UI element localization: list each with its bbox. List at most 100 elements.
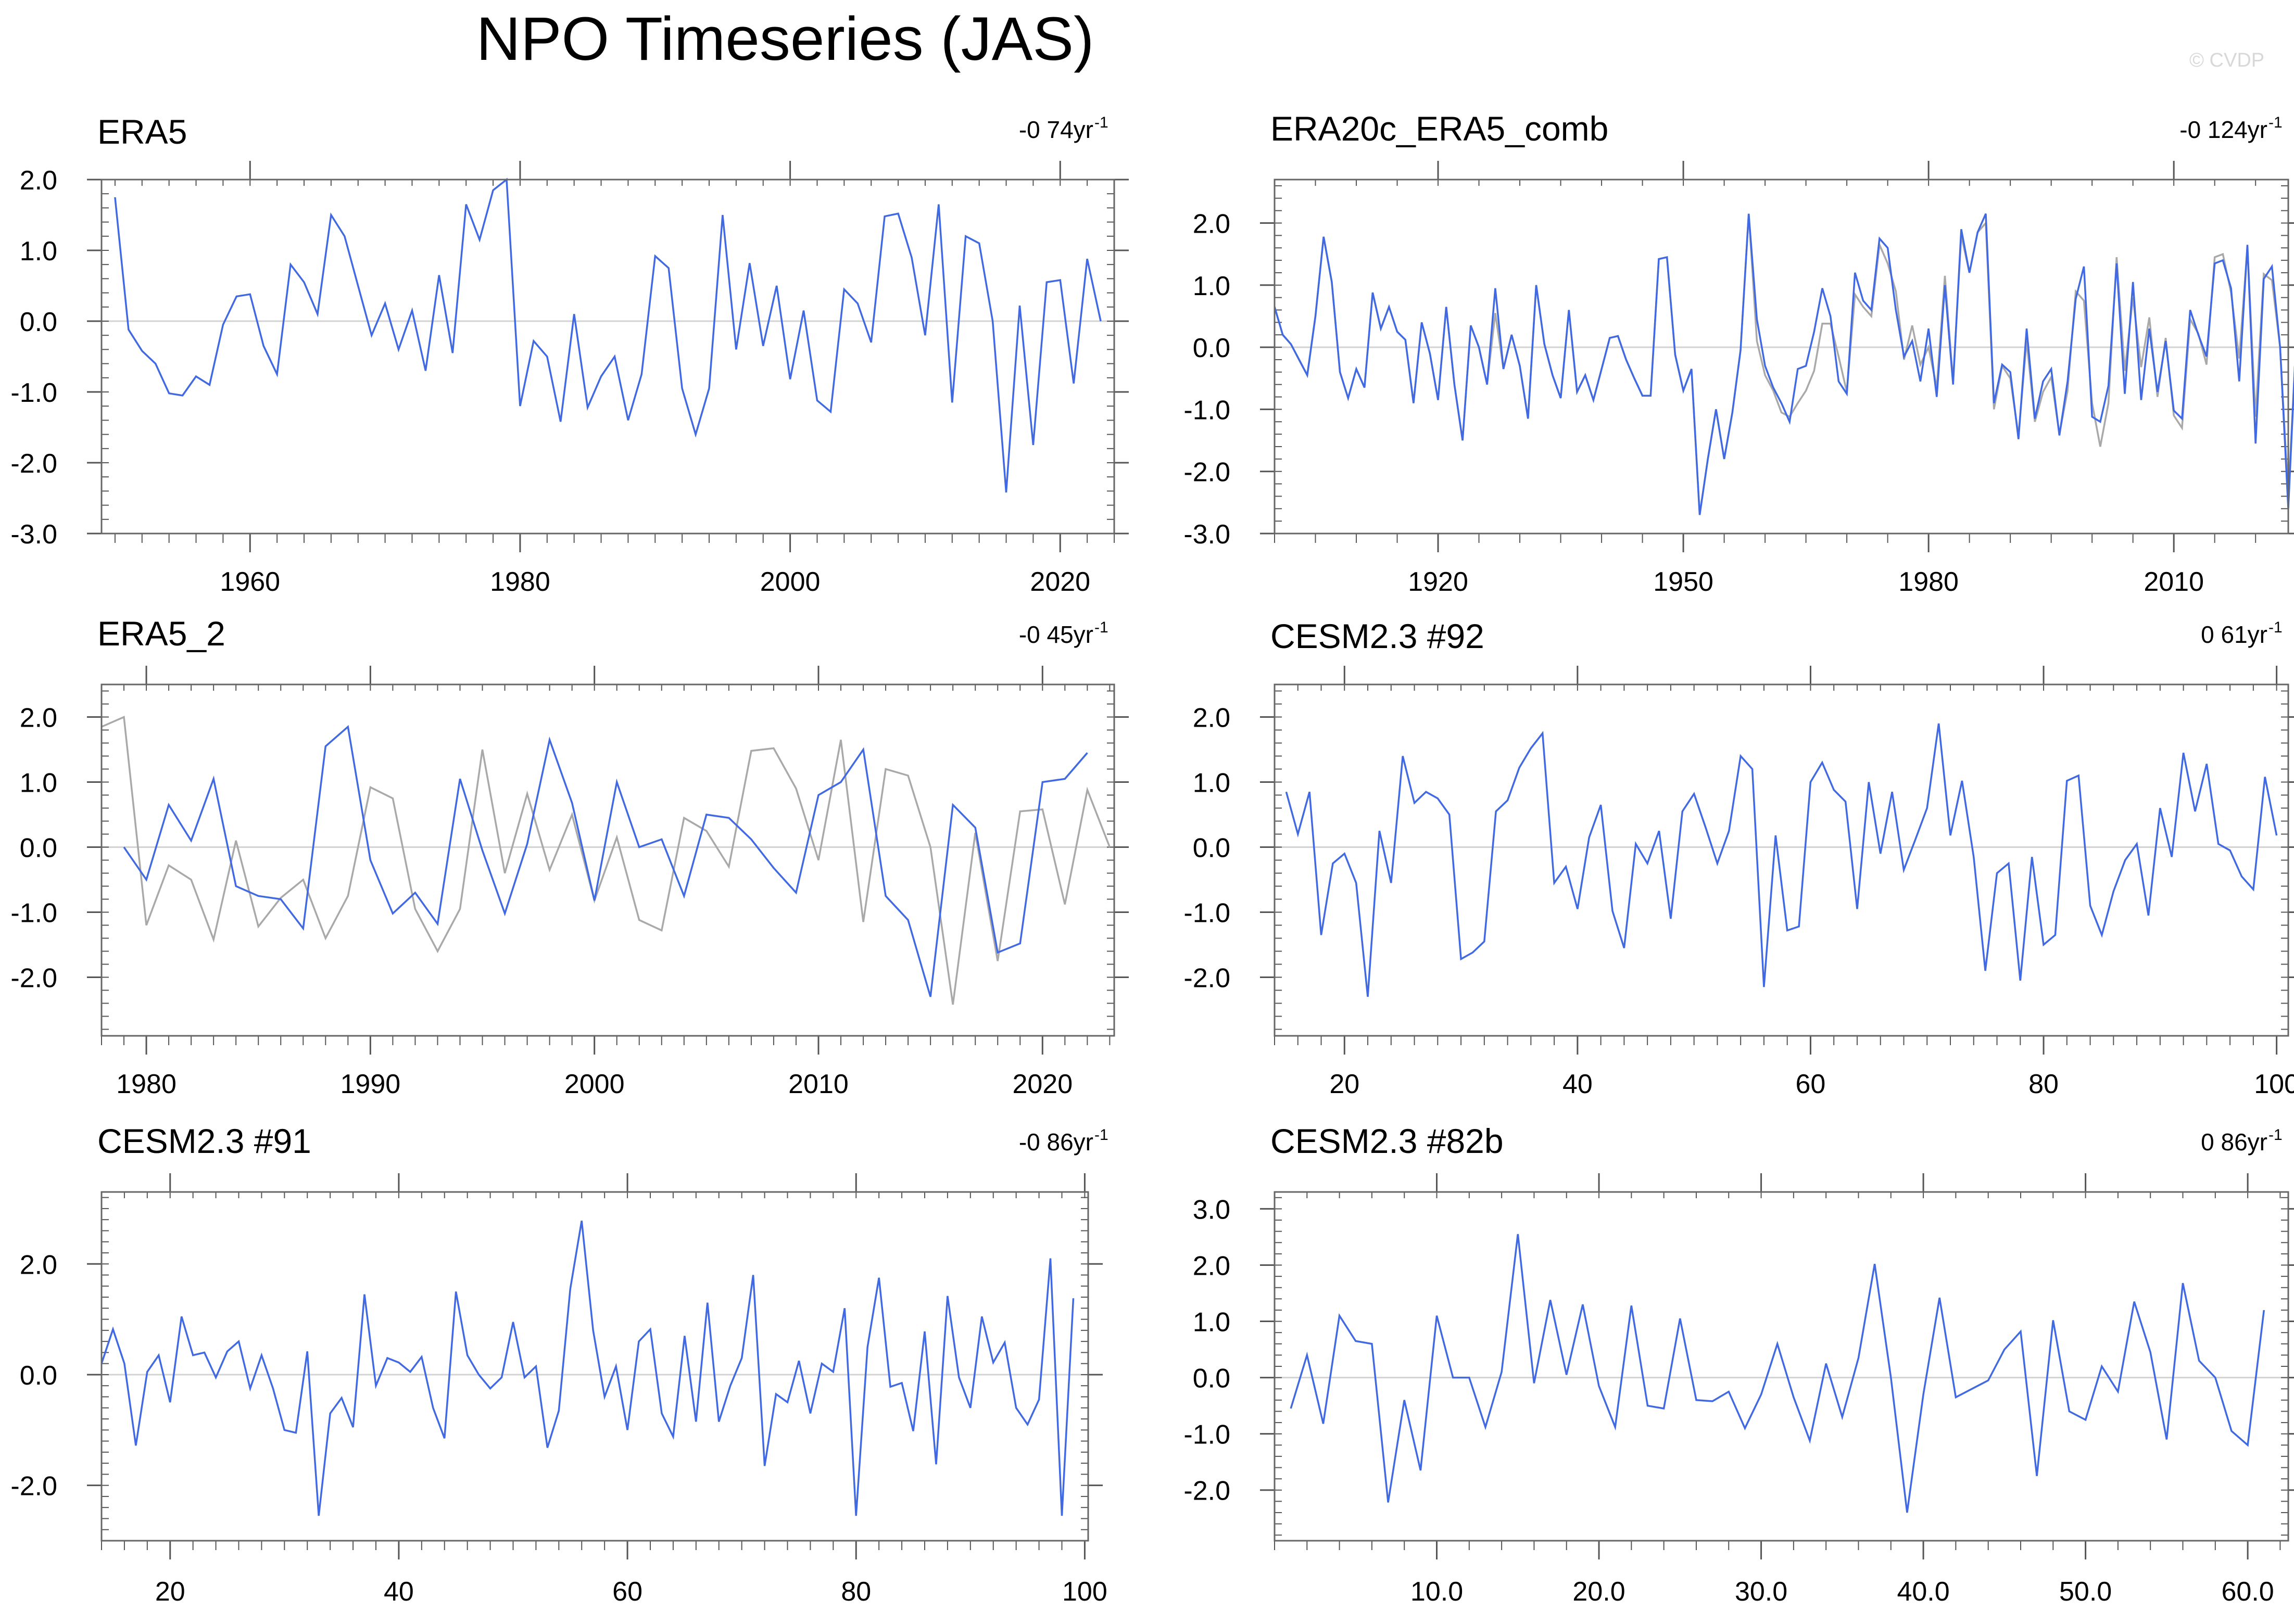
trend-label: -0 45yr [1019, 621, 1093, 648]
xtick-label: 1990 [341, 1069, 401, 1099]
xtick-label: 50.0 [2059, 1577, 2112, 1607]
xtick-label: 60.0 [2222, 1577, 2274, 1607]
xtick-label: 80 [2028, 1069, 2059, 1099]
trend-label: -0 74yr [1019, 116, 1093, 143]
xtick-label: 40 [1562, 1069, 1593, 1099]
chart-panel-1: -3.0 -2.0 -1.0 0.0 1.0 2.0 1960 1980 2000 2020 ERA… [10, 112, 1129, 597]
xtick-label: 30.0 [1735, 1577, 1787, 1607]
ytick-label: 0.0 [1193, 1364, 1230, 1394]
page-title: NPO Timeseries (JAS) [476, 5, 1094, 73]
ytick-label: 1.0 [20, 236, 57, 267]
series-line [1290, 1234, 2265, 1513]
xtick-label: 60 [612, 1577, 642, 1607]
series-line [1274, 213, 2294, 515]
ytick-label: 0.0 [1193, 333, 1230, 363]
xtick-label: 1920 [1408, 567, 1468, 597]
xtick-label: 2000 [564, 1069, 625, 1099]
xtick-label: 20 [1329, 1069, 1359, 1099]
trend-unit: -1 [2268, 114, 2283, 131]
observed-series-line [101, 715, 1111, 1005]
ytick-label: -1.0 [10, 898, 57, 929]
ytick-label: -3.0 [10, 519, 57, 550]
ytick-label: -2.0 [10, 963, 57, 994]
series-line [100, 1221, 1075, 1516]
ytick-label: -1.0 [1183, 395, 1230, 425]
plot-frame [100, 179, 1115, 535]
plot-frame [1274, 179, 2289, 535]
xtick-label: 1950 [1653, 567, 1713, 597]
xtick-label: 1960 [220, 567, 280, 597]
trend-unit: -1 [1094, 1126, 1108, 1144]
xtick-label: 2010 [2144, 567, 2204, 597]
ytick-label: 0.0 [20, 307, 57, 337]
ytick-label: -1.0 [10, 378, 57, 408]
xtick-label: 2010 [788, 1069, 849, 1099]
ytick-label: 2.0 [20, 1250, 57, 1280]
chart-panel-2: -3.0 -2.0 -1.0 0.0 1.0 2.0 1920 1950 1980 2010 ERA… [1183, 109, 2294, 597]
xtick-label: 100 [1062, 1577, 1107, 1607]
series-line [114, 177, 1102, 493]
ytick-label: -2.0 [10, 1471, 57, 1502]
xtick-label: 80 [841, 1577, 871, 1607]
trend-label: -0 124yr [2179, 116, 2267, 143]
panel-title: ERA5 [97, 112, 187, 151]
plot-frame [1274, 683, 2289, 1037]
observed-series-line [1274, 213, 2294, 515]
chart-panel-4: -2.0 -1.0 0.0 1.0 2.0 20 40 60 80 100 CESM2.3 #92 0… [1183, 617, 2294, 1099]
ytick-label: 3.0 [1193, 1195, 1230, 1225]
plot-frame [100, 1191, 1089, 1542]
cvdp-credit: © CVDP [2189, 49, 2265, 71]
ytick-label: -2.0 [1183, 458, 1230, 488]
ytick-label: 1.0 [1193, 768, 1230, 798]
panel-title: ERA20c_ERA5_comb [1270, 109, 1608, 148]
ytick-label: 0.0 [1193, 833, 1230, 864]
xtick-label: 10.0 [1410, 1577, 1463, 1607]
plot-frame [1274, 1191, 2289, 1542]
panel-title: CESM2.3 #91 [97, 1122, 311, 1160]
trend-unit: -1 [1094, 114, 1108, 131]
xtick-label: 2020 [1012, 1069, 1073, 1099]
xtick-label: 1980 [490, 567, 550, 597]
chart-panel-3: -2.0 -1.0 0.0 1.0 2.0 1980 1990 2000 2010 2020 ERA… [10, 614, 1129, 1099]
xtick-label: 40 [384, 1577, 414, 1607]
plot-frame [100, 683, 1115, 1037]
trend-unit: -1 [2268, 619, 2283, 636]
panel-title: CESM2.3 #92 [1270, 617, 1484, 655]
series-line [1285, 723, 2278, 997]
ytick-label: -2.0 [10, 449, 57, 479]
ytick-label: 0.0 [20, 1361, 57, 1391]
ytick-label: 2.0 [1193, 209, 1230, 239]
xtick-label: 2000 [760, 567, 821, 597]
ytick-label: 1.0 [20, 768, 57, 798]
ytick-label: 1.0 [1193, 1308, 1230, 1338]
ytick-label: 1.0 [1193, 271, 1230, 301]
trend-unit: -1 [2268, 1126, 2283, 1144]
trend-label: 0 86yr [2201, 1128, 2267, 1156]
xtick-label: 100 [2254, 1069, 2294, 1099]
trend-label: -0 86yr [1019, 1128, 1093, 1156]
trend-label: 0 61yr [2201, 621, 2267, 648]
xtick-label: 1980 [1898, 567, 1959, 597]
xtick-label: 20 [155, 1577, 185, 1607]
ytick-label: -1.0 [1183, 898, 1230, 929]
xtick-label: 60 [1796, 1069, 1826, 1099]
xtick-label: 40.0 [1897, 1577, 1949, 1607]
ytick-label: 2.0 [20, 703, 57, 733]
xtick-label: 1980 [116, 1069, 177, 1099]
ytick-label: 2.0 [20, 166, 57, 196]
ytick-label: 2.0 [1193, 703, 1230, 733]
trend-unit: -1 [1094, 619, 1108, 636]
series-line [123, 725, 1088, 997]
xtick-label: 20.0 [1572, 1577, 1625, 1607]
ytick-label: -2.0 [1183, 1476, 1230, 1506]
panel-title: CESM2.3 #82b [1270, 1122, 1504, 1160]
panel-title: ERA5_2 [97, 614, 225, 653]
ytick-label: -1.0 [1183, 1420, 1230, 1450]
xtick-label: 2020 [1030, 567, 1090, 597]
ytick-label: 0.0 [20, 833, 57, 864]
chart-panel-6: -2.0 -1.0 0.0 1.0 2.0 3.0 10.0 20.0 30.0 40.0 50.0… [1183, 1122, 2294, 1607]
ytick-label: -2.0 [1183, 963, 1230, 994]
chart-panel-5: -2.0 0.0 2.0 20 40 60 80 100 CESM2.3 #91 -0 86yr -… [10, 1122, 1108, 1607]
ytick-label: 2.0 [1193, 1251, 1230, 1281]
